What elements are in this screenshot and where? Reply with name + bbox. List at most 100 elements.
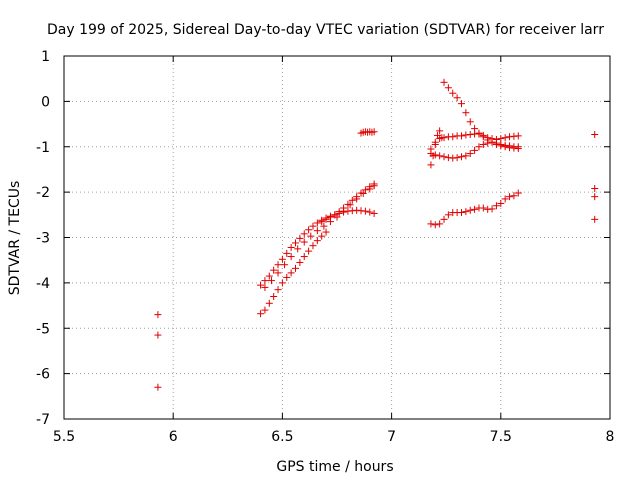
data-point [326,213,334,221]
data-point [591,184,599,192]
series-isolated-6.0 [154,311,162,391]
data-point [309,222,317,230]
data-point [488,138,496,146]
data-point [506,193,514,201]
series-track-a-flat [357,128,378,137]
data-point [510,192,518,200]
y-tick-label: -3 [36,231,50,247]
y-axis-label: SDTVAR / TECUs [7,181,23,296]
data-point [449,133,457,141]
data-point [438,134,446,142]
data-point [313,227,321,235]
data-point [370,209,378,217]
data-point [431,140,439,148]
data-point [361,186,369,194]
x-tick-label: 6.5 [271,429,293,445]
data-point [154,331,162,339]
data-point [444,211,452,219]
data-point [322,215,330,223]
data-point [457,153,465,161]
data-point [436,152,444,160]
y-tick-label: -2 [36,185,50,201]
data-point [475,130,483,138]
data-point [466,206,474,214]
data-point [274,286,282,294]
y-tick-label: -5 [36,321,50,337]
data-point [429,152,437,160]
data-point [287,253,295,261]
data-point [278,255,286,263]
data-point [294,245,302,253]
data-point [370,180,378,188]
data-point [261,277,269,285]
data-point [471,146,479,154]
data-point [292,264,300,272]
data-point [340,204,348,212]
chart-title: Day 199 of 2025, Sidereal Day-to-day VTE… [47,22,604,38]
data-point [261,306,269,314]
data-point [353,193,361,201]
data-point [457,209,465,217]
data-point [283,273,291,281]
data-point [591,130,599,138]
data-point [484,139,492,147]
data-point [440,153,448,161]
data-point [506,142,514,150]
data-point [475,143,483,151]
data-point [431,221,439,229]
data-point [283,249,291,257]
x-tick-label: 7.5 [490,429,512,445]
data-point [436,220,444,228]
series-track-b-descending [440,78,522,153]
data-point [296,258,304,266]
series-track-b-bottom [427,189,522,229]
data-point [320,222,328,230]
data-point [300,253,308,261]
data-point [305,226,313,234]
data-point [154,383,162,391]
data-point [300,230,308,238]
data-point [278,279,286,287]
data-point [591,193,599,201]
data-point [309,242,317,250]
data-point [300,238,308,246]
y-tick-label: -7 [36,412,50,428]
x-axis-label: GPS time / hours [276,459,393,475]
data-point [265,272,273,280]
data-point [296,234,304,242]
data-point [497,140,505,148]
data-point [514,189,522,197]
data-point [361,207,369,215]
y-tick-label: 0 [41,94,50,110]
grid-layer [64,56,610,419]
y-tick-label: 1 [41,49,50,65]
data-point [318,232,326,240]
data-point [287,243,295,251]
data-point [344,200,352,208]
y-tick-label: -1 [36,140,50,156]
data-point [457,132,465,140]
x-tick-label: 6 [169,429,178,445]
data-point [270,292,278,300]
data-point [427,161,435,169]
data-point [433,131,441,139]
data-point [492,139,500,147]
data-point [274,261,282,269]
data-point [466,118,474,126]
data-point [318,218,326,226]
series-track-b-lower [427,138,522,162]
data-point [322,228,330,236]
data-point [440,78,448,86]
data-point [479,204,487,212]
data-point [501,195,509,203]
data-point [440,215,448,223]
x-tick-label: 5.5 [53,429,75,445]
data-point [265,299,273,307]
data-point [514,143,522,151]
y-tick-label: -6 [36,367,50,383]
data-point [514,132,522,140]
data-point [471,205,479,213]
data-point [591,215,599,223]
data-point [257,281,265,289]
